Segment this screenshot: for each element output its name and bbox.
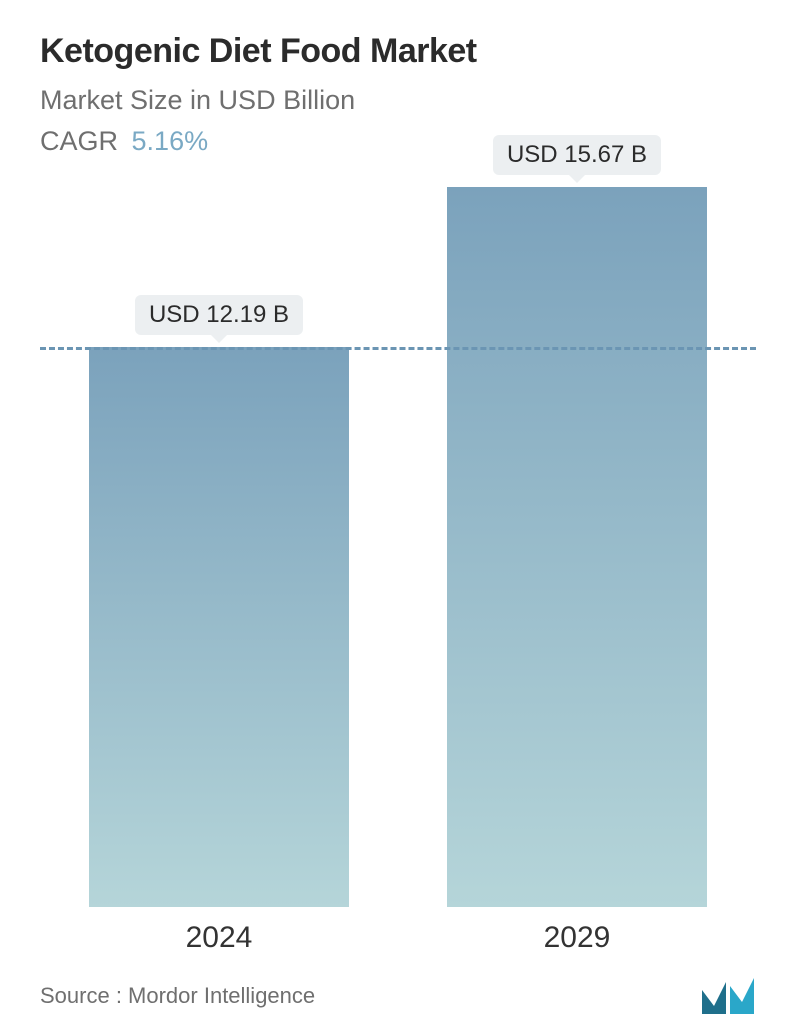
chart-title: Ketogenic Diet Food Market: [40, 32, 756, 71]
value-badge-0: USD 12.19 B: [135, 295, 303, 335]
chart-subtitle: Market Size in USD Billion: [40, 85, 756, 116]
footer: Source : Mordor Intelligence: [40, 976, 756, 1016]
xaxis-labels: 2024 2029: [40, 921, 756, 955]
source-text: Source : Mordor Intelligence: [40, 983, 315, 1009]
xaxis-label-0: 2024: [69, 921, 369, 955]
chart-container: Ketogenic Diet Food Market Market Size i…: [0, 0, 796, 1034]
bar-1: [447, 187, 707, 907]
cagr-value: 5.16%: [132, 126, 209, 156]
xaxis-label-1: 2029: [427, 921, 727, 955]
chart-plot-area: USD 12.19 B USD 15.67 B: [40, 187, 756, 907]
cagr-label: CAGR: [40, 126, 118, 156]
bar-group-1: USD 15.67 B: [427, 187, 727, 907]
bar-group-0: USD 12.19 B: [69, 187, 369, 907]
value-badge-1: USD 15.67 B: [493, 135, 661, 175]
bar-0: [89, 347, 349, 907]
bars-row: USD 12.19 B USD 15.67 B: [40, 187, 756, 907]
brand-logo-icon: [700, 976, 756, 1016]
